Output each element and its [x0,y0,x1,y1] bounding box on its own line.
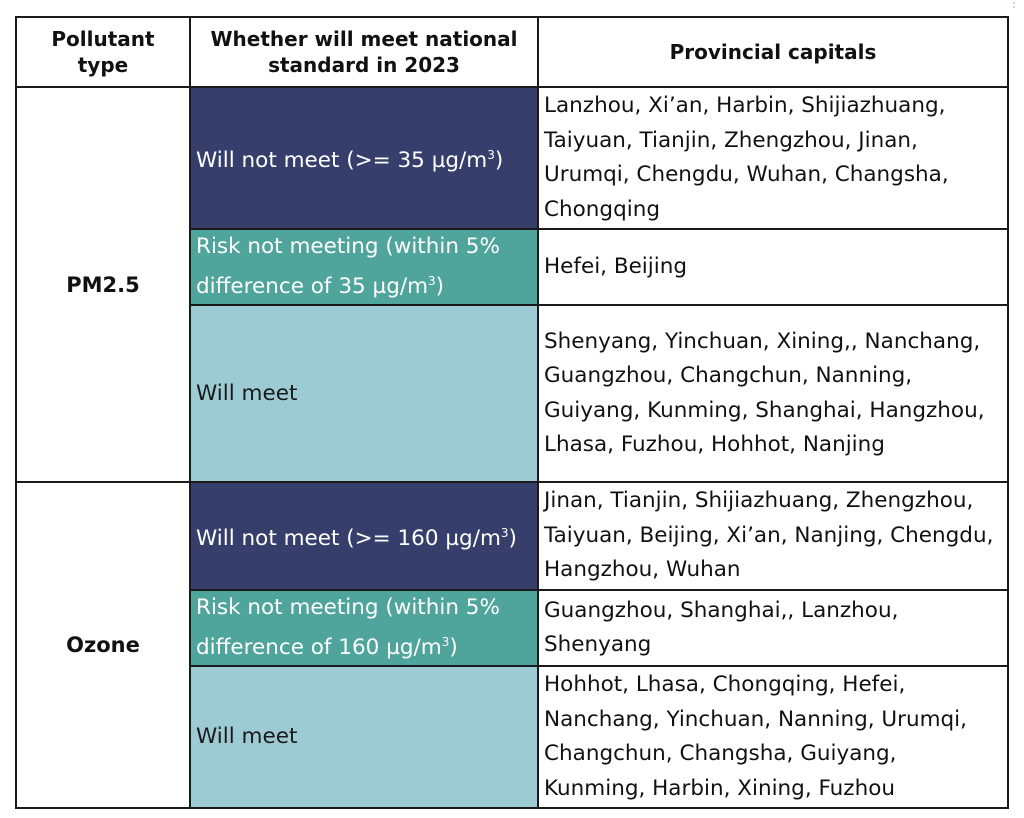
status-text: Risk not meeting (within 5% difference o… [196,595,500,661]
header-provincial-capitals: Provincial capitals [537,16,1009,88]
status-superscript: 3 [487,147,495,162]
status-text-end: ) [494,148,504,174]
cities-cell: Guangzhou, Shanghai,, Lanzhou, Shenyang [537,589,1009,668]
more-vertical-icon[interactable]: ⋮ [1008,0,1020,10]
status-will-not-meet: Will not meet (>= 160 µg/m3) [189,481,539,592]
pollutant-ozone: Ozone [15,481,191,810]
table-row: Will meet Shenyang, Yinchuan, Xining,, N… [16,304,1009,484]
status-superscript: 3 [441,635,450,650]
cities-cell: Jinan, Tianjin, Shijiazhuang, Zhengzhou,… [537,481,1009,592]
status-will-meet: Will meet [189,665,539,810]
status-will-meet: Will meet [189,304,539,484]
status-text-end: ) [449,635,458,661]
pollutant-pm25: PM2.5 [15,85,191,484]
table-row: Risk not meeting (within 5% difference o… [16,227,1009,307]
status-text-end: ) [508,526,517,552]
cities-cell: Hohhot, Lhasa, Chongqing, Hefei, Nanchan… [537,665,1009,810]
status-text: Risk not meeting (within 5% difference o… [196,234,500,300]
table-row: Risk not meeting (within 5% difference o… [16,589,1009,668]
table-row: Will meet Hohhot, Lhasa, Chongqing, Hefe… [16,665,1009,810]
cities-cell: Lanzhou, Xi’an, Harbin, Shijiazhuang, Ta… [537,86,1009,230]
status-superscript: 3 [428,274,436,288]
table-row: PM2.5 Will not meet (>= 35 µg/m3) Lanzho… [15,85,1009,484]
status-superscript: 3 [500,526,509,541]
table-row: Ozone Will not meet (>= 160 µg/m3) Jinan… [15,481,1009,810]
status-text-end: ) [435,274,445,300]
header-whether-meet: Whether will meet national standard in 2… [189,16,539,88]
air-quality-table: Pollutant type Whether will meet nationa… [15,16,1009,810]
cities-cell: Shenyang, Yinchuan, Xining,, Nanchang, G… [537,304,1009,484]
status-text: Will not meet (>= 35 µg/m [196,148,488,174]
header-row: Pollutant type Whether will meet nationa… [15,16,1009,88]
cities-cell: Hefei, Beijing [537,227,1009,307]
status-text: Will not meet (>= 160 µg/m [196,526,501,552]
status-risk-not-meeting: Risk not meeting (within 5% difference o… [189,227,539,307]
header-pollutant-type: Pollutant type [15,16,191,88]
status-will-not-meet: Will not meet (>= 35 µg/m3) [189,86,539,230]
status-risk-not-meeting: Risk not meeting (within 5% difference o… [189,589,539,668]
